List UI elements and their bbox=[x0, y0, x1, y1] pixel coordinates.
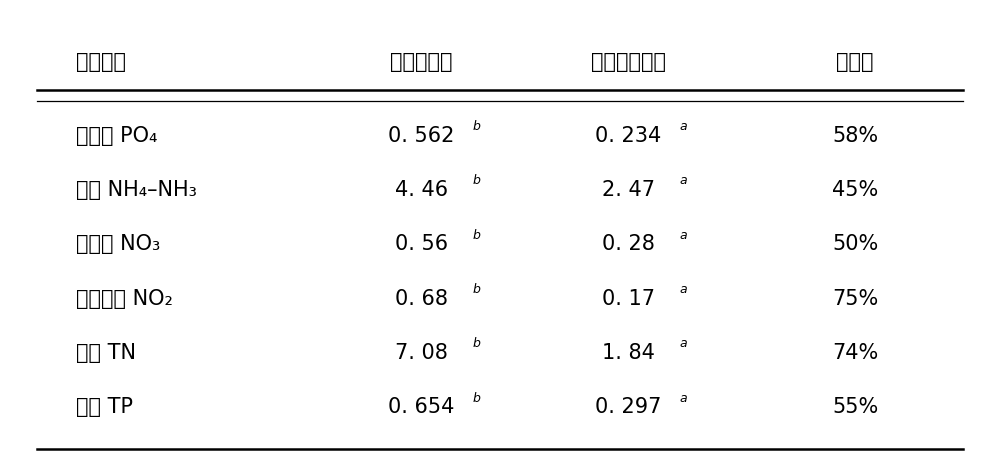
Text: 2. 47: 2. 47 bbox=[602, 180, 655, 200]
Text: b: b bbox=[472, 337, 480, 350]
Text: 0. 68: 0. 68 bbox=[395, 289, 448, 309]
Text: 磷酸盐 PO₄: 磷酸盐 PO₄ bbox=[76, 126, 157, 146]
Text: 青蟹配合饲料: 青蟹配合饲料 bbox=[591, 52, 666, 72]
Text: 0. 28: 0. 28 bbox=[602, 234, 655, 255]
Text: 总氮 TN: 总氮 TN bbox=[76, 343, 136, 363]
Text: 58%: 58% bbox=[832, 126, 878, 146]
Text: a: a bbox=[679, 337, 687, 350]
Text: 0. 17: 0. 17 bbox=[602, 289, 655, 309]
Text: 水质指标: 水质指标 bbox=[76, 52, 126, 72]
Text: 0. 562: 0. 562 bbox=[388, 126, 454, 146]
Text: b: b bbox=[472, 283, 480, 296]
Text: 下降比: 下降比 bbox=[836, 52, 874, 72]
Text: 74%: 74% bbox=[832, 343, 878, 363]
Text: 总磷 TP: 总磷 TP bbox=[76, 397, 133, 417]
Text: 氨氮 NH₄–NH₃: 氨氮 NH₄–NH₃ bbox=[76, 180, 197, 200]
Text: b: b bbox=[472, 228, 480, 242]
Text: 0. 654: 0. 654 bbox=[388, 397, 454, 417]
Text: a: a bbox=[679, 392, 687, 404]
Text: 7. 08: 7. 08 bbox=[395, 343, 448, 363]
Text: 鲜杂鱼饲料: 鲜杂鱼饲料 bbox=[390, 52, 452, 72]
Text: a: a bbox=[679, 228, 687, 242]
Text: 55%: 55% bbox=[832, 397, 878, 417]
Text: 0. 234: 0. 234 bbox=[595, 126, 661, 146]
Text: 0. 56: 0. 56 bbox=[395, 234, 448, 255]
Text: 50%: 50% bbox=[832, 234, 878, 255]
Text: 4. 46: 4. 46 bbox=[395, 180, 448, 200]
Text: 亚硝酸盐 NO₂: 亚硝酸盐 NO₂ bbox=[76, 289, 173, 309]
Text: a: a bbox=[679, 174, 687, 187]
Text: 0. 297: 0. 297 bbox=[595, 397, 661, 417]
Text: b: b bbox=[472, 392, 480, 404]
Text: 75%: 75% bbox=[832, 289, 878, 309]
Text: 45%: 45% bbox=[832, 180, 878, 200]
Text: a: a bbox=[679, 120, 687, 133]
Text: b: b bbox=[472, 120, 480, 133]
Text: 1. 84: 1. 84 bbox=[602, 343, 655, 363]
Text: b: b bbox=[472, 174, 480, 187]
Text: a: a bbox=[679, 283, 687, 296]
Text: 硝酸盐 NO₃: 硝酸盐 NO₃ bbox=[76, 234, 160, 255]
